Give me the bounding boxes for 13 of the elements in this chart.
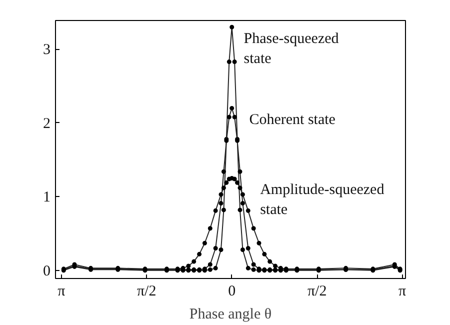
x-tick-label: π: [398, 284, 407, 300]
series-label: Amplitude-squeezed state: [260, 182, 385, 218]
y-tick-label: 2: [43, 116, 50, 132]
series-label: Coherent state: [249, 112, 336, 128]
x-tick-label: π/2: [137, 284, 156, 300]
x-tick-label: 0: [228, 284, 236, 300]
y-tick-label: 3: [43, 42, 50, 58]
series-label: Phase-squeezed state: [244, 30, 340, 67]
y-tick-label: 1: [43, 190, 50, 206]
x-axis-title: Phase angle θ: [189, 306, 272, 322]
x-tick-label: π/2: [307, 284, 327, 300]
y-tick-label: 0: [43, 263, 50, 280]
x-tick-label: π: [58, 284, 66, 300]
